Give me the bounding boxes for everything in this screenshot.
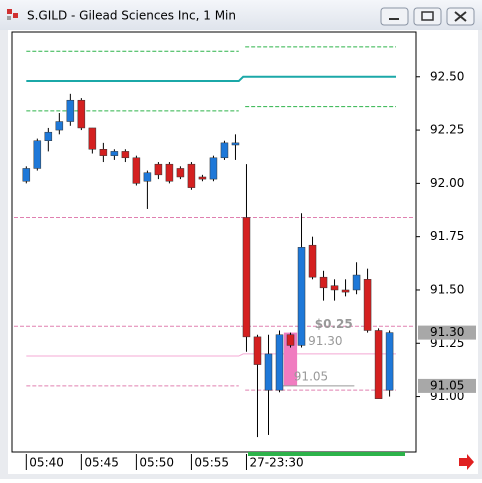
scroll-arrow[interactable]: [459, 454, 474, 470]
candle-body: [22, 168, 31, 182]
measure-from-label: 91.30: [308, 334, 342, 348]
candle-body: [231, 142, 240, 146]
candle-body: [198, 176, 207, 180]
candle-body: [352, 274, 361, 291]
candle-body: [55, 121, 64, 131]
measure-to-label: 91.05: [294, 369, 328, 383]
minimize-button[interactable]: [380, 7, 409, 26]
candle-body: [33, 140, 42, 169]
x-tick-label: 05:55: [194, 456, 229, 470]
x-tick-label: 05:50: [139, 456, 174, 470]
price-tag-label: 91.30: [430, 325, 464, 339]
candle-body: [143, 172, 152, 182]
session-bar: [248, 452, 405, 456]
candle-body: [154, 163, 163, 176]
candle-body: [297, 247, 306, 346]
price-tag: [418, 378, 476, 393]
close-button[interactable]: [446, 7, 475, 26]
plot-area: [11, 31, 417, 453]
candle-body: [385, 332, 394, 391]
x-tick-label: 05:45: [84, 456, 119, 470]
y-tick-label: 92.00: [430, 176, 464, 190]
candle-body: [176, 168, 185, 178]
window-title: S.GILD - Gilead Sciences Inc, 1 Min: [27, 9, 236, 23]
app-icon: [7, 9, 18, 20]
candle-body: [44, 131, 53, 141]
x-tick-label: 27-23:30: [249, 456, 303, 470]
candle-body: [187, 163, 196, 188]
y-tick-label: 92.25: [430, 123, 464, 137]
candle-body: [77, 99, 86, 129]
level-line: [26, 353, 396, 357]
candle-body: [110, 151, 119, 156]
candle-body: [66, 99, 75, 122]
candle-body: [330, 285, 339, 291]
candle-body: [286, 334, 295, 346]
measure-diff-label: $0.25: [315, 317, 353, 331]
candle-body: [132, 157, 141, 184]
y-tick-label: 91.50: [430, 282, 464, 296]
candle-body: [308, 244, 317, 278]
price-tag: [418, 325, 476, 340]
x-tick-label: 05:40: [29, 456, 64, 470]
candle-body: [319, 276, 328, 289]
candle-body: [165, 163, 174, 182]
candle-body: [264, 353, 273, 391]
candle-body: [220, 142, 229, 159]
candle-body: [275, 334, 284, 391]
candle-body: [242, 217, 251, 338]
candle-body: [121, 151, 130, 159]
candle-body: [341, 289, 350, 293]
y-tick-label: 92.50: [430, 69, 464, 83]
y-tick-label: 91.75: [430, 229, 464, 243]
candle-body: [209, 157, 218, 180]
candle-body: [253, 336, 262, 365]
chart: 92.5092.2592.0091.7591.5091.2591.0005:40…: [14, 46, 476, 470]
price-tag-label: 91.05: [430, 378, 464, 392]
candle-body: [88, 127, 97, 150]
level-line: [26, 75, 396, 83]
candle-body: [99, 149, 108, 156]
maximize-button[interactable]: [413, 7, 442, 26]
measure-range: [283, 332, 298, 386]
candle-body: [363, 279, 372, 331]
candle-body: [374, 330, 383, 399]
